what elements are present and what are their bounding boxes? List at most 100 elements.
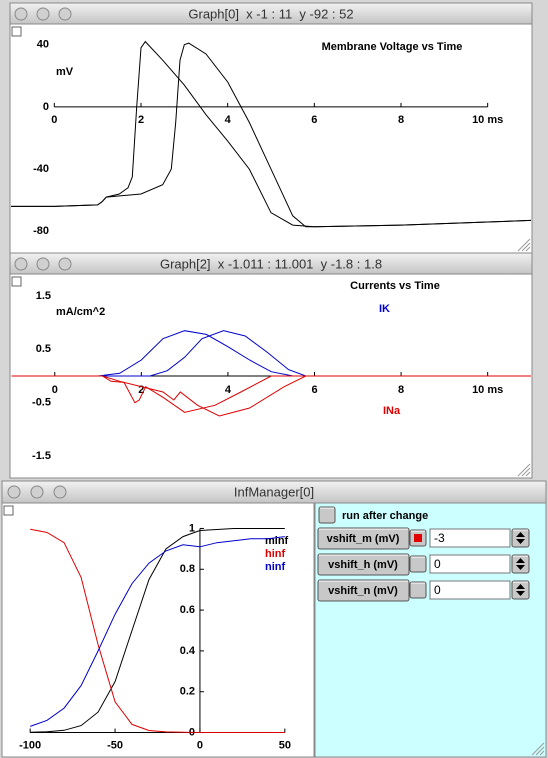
minimize-button[interactable]	[36, 257, 50, 271]
spinner-down[interactable]	[516, 591, 525, 596]
resize-grip[interactable]	[521, 242, 531, 252]
minimize-button[interactable]	[30, 485, 44, 499]
series-line	[30, 536, 285, 727]
y-tick-label: 0	[43, 101, 49, 113]
window-frame	[9, 252, 533, 479]
series-line	[11, 330, 531, 377]
y-tick-label: -40	[33, 163, 49, 175]
resize-grip[interactable]	[517, 463, 531, 477]
minimize-button[interactable]	[36, 7, 50, 21]
y-tick-label: 1	[189, 522, 195, 534]
legend-label: INa	[383, 405, 401, 417]
window: InfManager[0]	[1, 480, 547, 758]
graph-menu-box[interactable]	[11, 26, 22, 37]
spinner[interactable]	[511, 554, 530, 574]
field-value: -3	[434, 531, 445, 545]
resize-grip[interactable]	[531, 742, 545, 756]
window-title: Graph[2] x -1.011 : 11.001 y -1.8 : 1.8	[160, 256, 382, 271]
field-value: 0	[434, 583, 441, 597]
chart-title: Membrane Voltage vs Time	[322, 41, 463, 53]
y-tick-label: 0.2	[180, 686, 195, 698]
legend-label: hinf	[265, 548, 285, 560]
spinner-down[interactable]	[516, 539, 525, 544]
spinner[interactable]	[511, 580, 530, 600]
window-frame	[9, 2, 533, 254]
zoom-button[interactable]	[58, 257, 72, 271]
series-line	[11, 375, 531, 417]
window-title: Graph[0] x -1 : 11 y -92 : 52	[188, 6, 353, 21]
checkbox-label: run after change	[342, 510, 428, 522]
resize-grip[interactable]	[535, 746, 545, 756]
button[interactable]	[317, 579, 410, 602]
y-tick-label: -0.5	[32, 397, 51, 409]
close-button[interactable]	[14, 7, 28, 21]
spinner-up[interactable]	[516, 558, 525, 563]
x-tick-label: 0	[52, 384, 58, 396]
x-tick-label: 2	[138, 114, 144, 126]
button-label: vshift_h (mV)	[328, 559, 398, 571]
x-tick-label: 6	[311, 114, 317, 126]
window-title: InfManager[0]	[234, 484, 314, 499]
text-field[interactable]	[429, 580, 511, 600]
resize-grip[interactable]	[525, 246, 531, 252]
window: Graph[2] x -1.011 : 11.001 y -1.8 : 1.8	[9, 252, 533, 479]
series-line	[30, 528, 285, 733]
title-bar	[9, 2, 533, 25]
y-tick-label: 0.8	[180, 563, 195, 575]
chart-title: Currents vs Time	[350, 280, 440, 292]
x-tick-label: 10 ms	[472, 384, 503, 396]
changed-mark	[414, 534, 422, 542]
window: Graph[0] x -1 : 11 y -92 : 52	[9, 2, 533, 254]
x-tick-label: 10 ms	[472, 114, 503, 126]
y-tick-label: 40	[37, 39, 49, 51]
spinner-up[interactable]	[516, 532, 525, 537]
graph-menu-box[interactable]	[3, 505, 14, 516]
y-tick-label: 0.4	[180, 645, 196, 657]
title-bar	[1, 480, 547, 504]
text-field[interactable]	[429, 528, 511, 548]
y-tick-label: -1.5	[32, 450, 51, 462]
text-field[interactable]	[429, 554, 511, 574]
series-line	[11, 330, 531, 377]
legend-label: ninf	[265, 561, 285, 573]
spinner-down[interactable]	[516, 565, 525, 570]
legend-label: minf	[265, 535, 289, 547]
spinner[interactable]	[511, 528, 530, 548]
x-tick-label: -50	[107, 739, 123, 751]
checkbox[interactable]	[318, 506, 336, 524]
series-line	[11, 42, 532, 228]
x-tick-label: 6	[311, 384, 317, 396]
resize-grip[interactable]	[521, 467, 531, 477]
zoom-button[interactable]	[58, 7, 72, 21]
close-button[interactable]	[14, 257, 28, 271]
resize-grip[interactable]	[517, 238, 531, 252]
y-axis-label: mA/cm^2	[56, 306, 105, 318]
title-bar	[9, 252, 533, 275]
x-tick-label: 4	[225, 114, 232, 126]
x-tick-label: -100	[19, 739, 41, 751]
button[interactable]	[317, 527, 410, 550]
x-tick-label: 8	[398, 114, 404, 126]
x-tick-label: 0	[51, 114, 57, 126]
y-axis-label: mV	[56, 66, 74, 78]
resize-grip[interactable]	[525, 471, 531, 477]
zoom-button[interactable]	[53, 485, 67, 499]
button[interactable]	[317, 553, 410, 576]
series-line	[11, 375, 531, 413]
x-tick-label: 50	[279, 739, 291, 751]
field-value: 0	[434, 557, 441, 571]
y-tick-label: 1.5	[36, 290, 51, 302]
close-button[interactable]	[7, 485, 21, 499]
x-tick-label: 2	[138, 384, 144, 396]
y-tick-label: 0.5	[36, 343, 51, 355]
graph-menu-box[interactable]	[11, 276, 22, 287]
change-indicator	[409, 581, 427, 599]
spinner-up[interactable]	[516, 584, 525, 589]
series-line	[30, 528, 285, 733]
button-label: vshift_n (mV)	[328, 585, 398, 597]
x-tick-label: 0	[197, 739, 203, 751]
change-indicator	[409, 555, 427, 573]
resize-grip[interactable]	[539, 750, 545, 756]
